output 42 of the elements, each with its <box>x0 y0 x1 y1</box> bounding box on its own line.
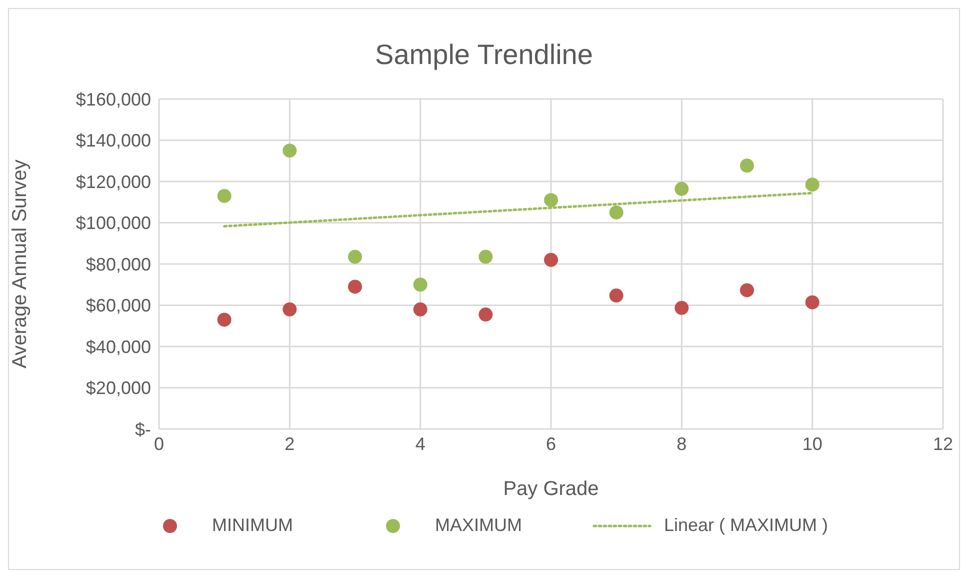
y-tick-label: $- <box>134 419 151 440</box>
point <box>413 302 428 316</box>
point <box>478 308 493 322</box>
point <box>413 278 428 292</box>
y-tick-label: $20,000 <box>86 378 151 398</box>
point <box>805 178 820 192</box>
y-tick-label: $160,000 <box>76 89 151 110</box>
point <box>478 250 493 264</box>
point <box>348 280 362 294</box>
x-tick-label: 8 <box>676 434 687 454</box>
point <box>609 205 624 220</box>
y-tick-label: $100,000 <box>76 213 151 234</box>
x-tick-label: 0 <box>154 434 164 454</box>
x-axis-title: Pay Grade <box>503 478 599 500</box>
point <box>282 302 297 316</box>
point <box>674 182 689 196</box>
x-tick-label: 2 <box>284 434 295 454</box>
point <box>348 250 362 264</box>
y-tick-label: $140,000 <box>76 130 151 151</box>
point <box>282 144 297 158</box>
point <box>805 295 820 310</box>
point <box>217 188 232 203</box>
point <box>217 312 232 327</box>
y-tick-label: $120,000 <box>76 172 151 192</box>
point <box>740 158 754 173</box>
point <box>674 300 689 315</box>
point <box>544 252 558 267</box>
y-tick-label: $80,000 <box>86 254 151 274</box>
y-tick-label: $60,000 <box>86 296 151 316</box>
legend-label: MINIMUM <box>212 515 293 536</box>
point <box>544 193 558 208</box>
chart-title: Sample Trendline <box>374 38 594 72</box>
point <box>609 288 624 303</box>
legend-label: Linear ( MAXIMUM ) <box>664 515 828 536</box>
y-axis-title: Average Annual Survey <box>9 160 32 368</box>
point <box>740 283 754 298</box>
x-tick-label: 12 <box>932 434 954 454</box>
legend-label: MAXIMUM <box>434 515 522 536</box>
x-tick-label: 4 <box>415 434 426 454</box>
y-tick-label: $40,000 <box>86 336 151 357</box>
x-tick-label: 6 <box>546 434 556 454</box>
x-tick-label: 10 <box>802 434 822 454</box>
